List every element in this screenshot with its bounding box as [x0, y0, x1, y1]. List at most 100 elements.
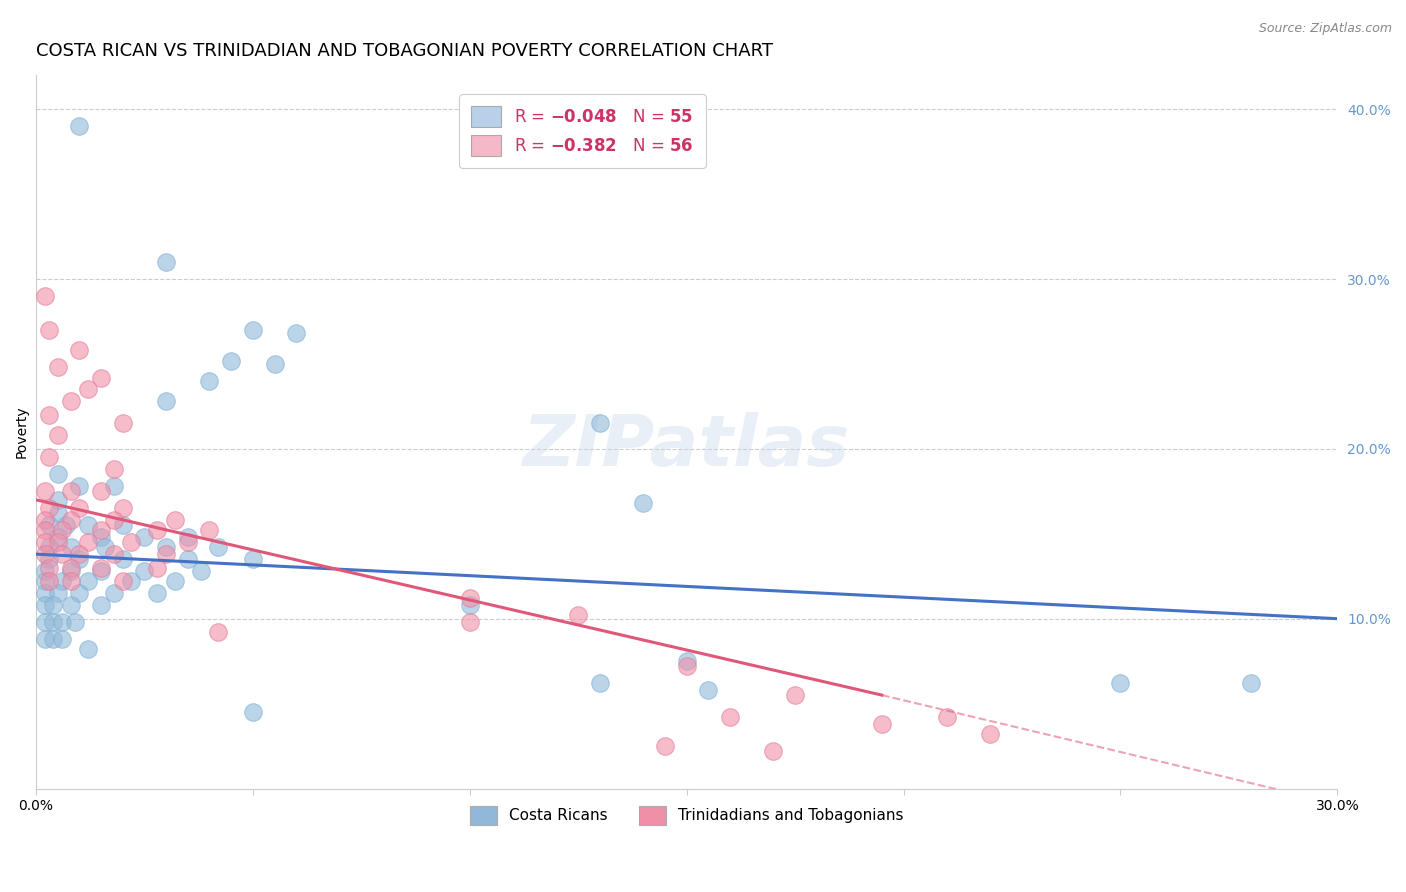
Point [46, 492, 69, 507]
Point [67, 501, 90, 516]
Point [38, 450, 60, 465]
Point [103, 479, 125, 493]
Point [285, 326, 308, 341]
Point [42, 615, 65, 629]
Point [177, 530, 200, 544]
Point [55, 518, 77, 533]
Point [155, 547, 177, 561]
Point [51, 524, 73, 538]
Point [567, 608, 589, 623]
Point [59, 598, 82, 612]
Point [38, 560, 60, 574]
Point [654, 739, 676, 753]
Point [38, 501, 60, 516]
Point [458, 598, 481, 612]
Point [242, 323, 264, 337]
Point [67, 479, 90, 493]
Point [59, 484, 82, 499]
Point [90, 560, 112, 574]
Point [34, 484, 56, 499]
Point [51, 574, 73, 589]
Point [34, 289, 56, 303]
Text: COSTA RICAN VS TRINIDADIAN AND TOBAGONIAN POVERTY CORRELATION CHART: COSTA RICAN VS TRINIDADIAN AND TOBAGONIA… [37, 42, 773, 60]
Point [34, 513, 56, 527]
Point [59, 560, 82, 574]
Point [219, 353, 242, 368]
Point [90, 370, 112, 384]
Point [34, 524, 56, 538]
Point [103, 586, 125, 600]
Point [51, 632, 73, 646]
Y-axis label: Poverty: Poverty [15, 406, 30, 458]
Point [34, 547, 56, 561]
Point [46, 360, 69, 375]
Point [34, 564, 56, 578]
Point [134, 564, 156, 578]
Point [67, 343, 90, 358]
Point [675, 659, 697, 673]
Point [42, 632, 65, 646]
Point [111, 574, 134, 589]
Point [67, 119, 90, 133]
Point [146, 586, 169, 600]
Point [697, 683, 720, 698]
Point [207, 625, 229, 640]
Point [155, 541, 177, 555]
Point [38, 574, 60, 589]
Point [67, 552, 90, 566]
Point [38, 323, 60, 337]
Point [103, 547, 125, 561]
Point [198, 374, 221, 388]
Point [90, 524, 112, 538]
Point [59, 394, 82, 409]
Point [870, 717, 893, 731]
Point [120, 535, 142, 549]
Point [207, 541, 229, 555]
Point [90, 530, 112, 544]
Point [979, 727, 1001, 741]
Point [94, 541, 117, 555]
Point [34, 586, 56, 600]
Point [38, 552, 60, 566]
Point [762, 744, 785, 758]
Point [38, 408, 60, 422]
Point [111, 518, 134, 533]
Point [242, 705, 264, 719]
Legend: Costa Ricans, Trinidadians and Tobagonians: Costa Ricans, Trinidadians and Tobagonia… [460, 797, 912, 834]
Point [77, 535, 100, 549]
Text: Source: ZipAtlas.com: Source: ZipAtlas.com [1258, 22, 1392, 36]
Point [34, 615, 56, 629]
Point [589, 676, 612, 690]
Point [936, 710, 959, 724]
Point [59, 564, 82, 578]
Point [198, 524, 221, 538]
Point [90, 484, 112, 499]
Point [67, 547, 90, 561]
Point [111, 552, 134, 566]
Point [46, 530, 69, 544]
Point [34, 598, 56, 612]
Point [718, 710, 741, 724]
Point [111, 417, 134, 431]
Point [163, 574, 186, 589]
Point [34, 574, 56, 589]
Point [263, 357, 285, 371]
Point [155, 394, 177, 409]
Point [77, 642, 100, 657]
Point [67, 586, 90, 600]
Point [59, 513, 82, 527]
Point [34, 535, 56, 549]
Point [90, 564, 112, 578]
Point [111, 501, 134, 516]
Point [146, 560, 169, 574]
Point [51, 547, 73, 561]
Point [103, 513, 125, 527]
Point [1240, 676, 1263, 690]
Point [42, 598, 65, 612]
Point [146, 524, 169, 538]
Text: ZIPatlas: ZIPatlas [523, 411, 851, 481]
Point [51, 615, 73, 629]
Point [34, 632, 56, 646]
Point [675, 654, 697, 668]
Point [77, 574, 100, 589]
